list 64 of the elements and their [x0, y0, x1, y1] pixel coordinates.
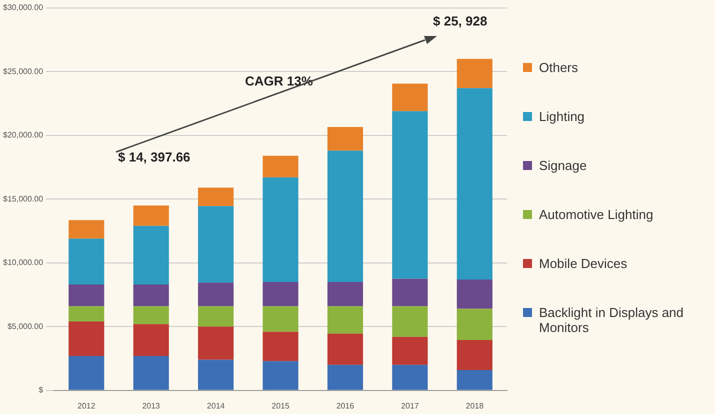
- bar: [68, 322, 104, 356]
- bar: [133, 356, 169, 390]
- bar: [133, 284, 169, 306]
- bar: [262, 177, 298, 282]
- bar: [198, 206, 234, 283]
- legend-label: Backlight in Displays and Monitors: [539, 305, 685, 335]
- annotation: $ 14, 397.66: [118, 150, 190, 165]
- bar: [327, 127, 364, 151]
- x-tick-label: 2015: [272, 401, 290, 410]
- legend-label: Automotive Lighting: [539, 207, 654, 222]
- y-tick-label: $: [38, 386, 44, 395]
- bar: [456, 279, 492, 309]
- bar: [68, 284, 104, 306]
- bar: [392, 111, 428, 279]
- legend-label: Others: [539, 60, 578, 75]
- bar: [262, 156, 298, 178]
- x-tick-label: 2013: [142, 401, 161, 410]
- x-tick-label: 2017: [401, 401, 420, 410]
- bar: [198, 306, 234, 327]
- bar: [327, 306, 364, 334]
- y-tick-label: $10,000.00: [2, 258, 44, 268]
- bar: [456, 370, 492, 390]
- bar: [392, 306, 428, 337]
- bar: [392, 336, 428, 365]
- y-tick-label: $15,000.00: [2, 194, 44, 204]
- bar: [68, 220, 104, 239]
- bar: [456, 308, 492, 340]
- legend-label: Mobile Devices: [539, 256, 628, 271]
- bar: [68, 306, 104, 322]
- bar: [133, 226, 169, 285]
- bar: [456, 340, 492, 370]
- x-tick-label: 2014: [206, 401, 226, 410]
- bar: [198, 326, 234, 360]
- bar: [68, 356, 104, 390]
- bar: [262, 332, 298, 362]
- bar: [327, 364, 364, 390]
- bar: [456, 58, 492, 88]
- bar: [133, 205, 169, 226]
- bar: [327, 150, 364, 282]
- bar: [392, 278, 428, 306]
- y-tick-label: $5,000.00: [7, 322, 44, 331]
- y-tick-label: $20,000.00: [2, 130, 44, 140]
- bar: [198, 188, 234, 206]
- bar: [327, 282, 364, 306]
- y-tick-label: $30,000.00: [2, 3, 44, 12]
- y-tick-label: $25,000.00: [2, 66, 44, 76]
- x-tick-label: 2018: [466, 401, 484, 410]
- bar: [262, 361, 298, 390]
- annotation: $ 25, 928: [433, 14, 488, 29]
- bar: [392, 84, 428, 112]
- x-tick-label: 2012: [77, 401, 96, 410]
- x-tick-label: 2016: [336, 401, 355, 410]
- bar: [68, 238, 104, 285]
- bar: [456, 88, 492, 280]
- bar: [327, 334, 364, 365]
- legend-label: Lighting: [539, 109, 585, 124]
- bar: [198, 282, 234, 306]
- bar: [392, 364, 428, 390]
- bar: [198, 360, 234, 390]
- legend-label: Signage: [539, 158, 587, 173]
- bar: [133, 324, 169, 356]
- bar: [262, 306, 298, 332]
- bar: [133, 306, 169, 324]
- bar: [262, 282, 298, 306]
